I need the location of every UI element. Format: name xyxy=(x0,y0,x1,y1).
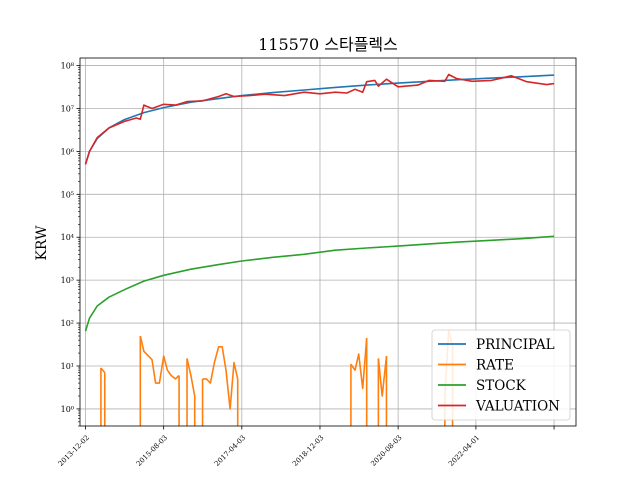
legend-label: VALUATION xyxy=(475,399,560,415)
y-tick-label: 10⁶ xyxy=(61,147,74,156)
y-tick-label: 10⁸ xyxy=(61,62,74,71)
x-tick-label: 2022-04-01 xyxy=(447,434,481,468)
legend-label: RATE xyxy=(476,358,514,374)
y-tick-label: 10⁴ xyxy=(61,233,74,242)
series-segment xyxy=(377,356,388,397)
series-stock xyxy=(84,235,555,332)
plot-frame xyxy=(79,57,577,427)
x-tick-label: 2020-08-03 xyxy=(369,434,403,468)
y-tick-label: 10³ xyxy=(61,276,74,285)
y-axis-label: KRW xyxy=(34,225,50,261)
series-line xyxy=(84,235,555,332)
legend: PRINCIPAL RATE STOCK VALUATION xyxy=(431,329,571,421)
series-segment xyxy=(202,345,239,410)
series-valuation xyxy=(84,73,555,165)
series-segment xyxy=(186,358,196,397)
x-tick-label: 2013-12-02 xyxy=(57,434,91,468)
y-tick-label: 10² xyxy=(61,319,74,328)
y-tick-label: 10⁷ xyxy=(61,104,74,113)
legend-box xyxy=(431,329,571,421)
grid-layer xyxy=(80,58,576,426)
series-segment xyxy=(139,335,180,384)
x-tick-label: 2015-08-03 xyxy=(135,434,169,468)
y-tick-label: 10¹ xyxy=(61,362,74,371)
chart-title: 115570 스타플렉스 xyxy=(258,35,398,54)
legend-label: PRINCIPAL xyxy=(476,337,555,353)
x-tick-label: 2017-04-03 xyxy=(213,434,247,468)
series-segment xyxy=(350,337,368,390)
y-tick-label: 10⁵ xyxy=(61,190,74,199)
series-line xyxy=(84,73,555,165)
series-rate xyxy=(100,330,454,426)
legend-label: STOCK xyxy=(476,378,527,394)
x-tick-label: 2018-12-03 xyxy=(291,434,325,468)
y-tick-label: 10⁰ xyxy=(61,405,74,414)
